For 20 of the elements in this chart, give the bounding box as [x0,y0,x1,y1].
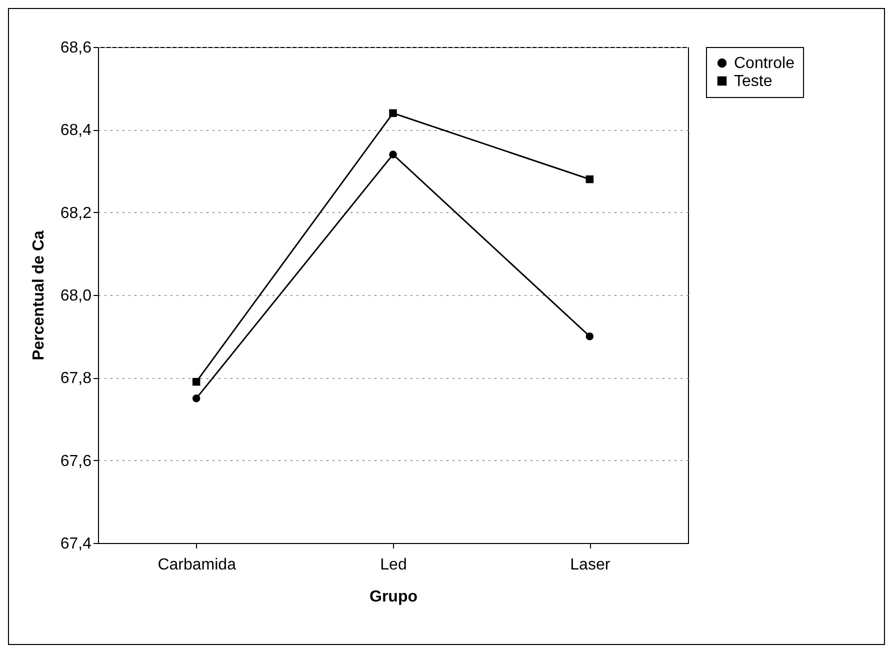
y-tick-label: 67,8 [60,370,92,388]
x-tick-label: Carbamida [158,556,236,574]
x-tick-label: Laser [570,556,611,574]
point [586,175,594,184]
point [586,332,594,340]
y-tick-label: 68,4 [60,122,92,140]
point [192,394,200,402]
legend-label: Controle [734,55,795,72]
point [192,378,200,386]
point [389,109,397,118]
y-tick-label: 68,0 [60,288,92,304]
x-axis-title: Grupo [370,588,418,606]
y-tick-label: 67,4 [60,536,92,552]
y-tick-label: 68,2 [60,204,92,222]
y-tick-label: 67,6 [60,452,92,470]
y-tick-label: 68,6 [60,40,92,56]
x-tick-label: Led [380,556,407,574]
legend-label: Teste [734,73,772,90]
y-axis-title: Percentual de Ca [30,230,48,360]
point [389,150,397,158]
